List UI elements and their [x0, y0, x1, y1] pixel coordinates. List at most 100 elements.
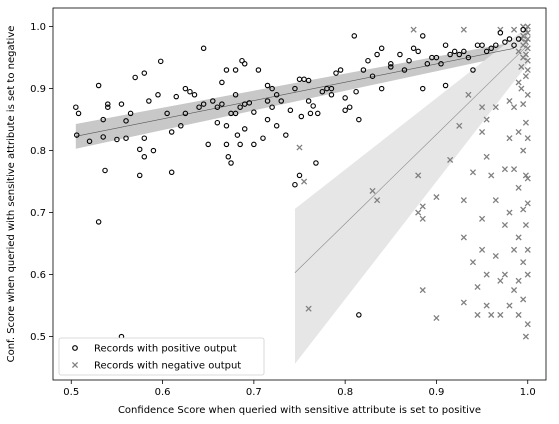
positive-point: [127, 110, 134, 117]
positive-point: [520, 26, 526, 33]
legend: Records with positive output Records wit…: [58, 337, 265, 376]
negative-point: [522, 39, 529, 46]
negative-point: [522, 73, 529, 80]
positive-point: [465, 54, 472, 61]
confidence-band-2: [294, 26, 528, 364]
positive-point: [150, 147, 157, 154]
positive-point: [287, 107, 294, 114]
positive-point: [239, 57, 245, 64]
positive-point: [360, 67, 367, 73]
positive-point: [187, 88, 193, 95]
positive-point: [342, 95, 348, 101]
y-tick-label: 1.0: [30, 22, 46, 33]
positive-point: [351, 33, 358, 39]
negative-point: [456, 122, 463, 129]
positive-point: [333, 70, 339, 76]
negative-point: [410, 26, 417, 33]
negative-point: [492, 252, 499, 260]
positive-point: [356, 312, 362, 318]
positive-point: [168, 129, 175, 135]
negative-point: [524, 29, 531, 36]
positive-point: [123, 135, 129, 141]
negative-point: [501, 221, 508, 229]
positive-point: [328, 92, 335, 98]
positive-point: [292, 181, 298, 188]
positive-point: [75, 110, 82, 117]
negative-point: [506, 135, 513, 142]
negative-point: [460, 26, 467, 33]
positive-point: [182, 110, 189, 117]
negative-point: [296, 144, 303, 151]
positive-point: [264, 116, 271, 123]
positive-point: [251, 141, 257, 148]
negative-point: [520, 32, 527, 39]
negative-point: [415, 209, 422, 216]
positive-point: [232, 92, 239, 98]
negative-point: [515, 48, 522, 55]
positive-point: [102, 167, 108, 174]
positive-point: [296, 76, 303, 83]
positive-point: [456, 51, 463, 58]
negative-point: [474, 311, 481, 318]
negative-point: [460, 197, 467, 204]
negative-point: [497, 277, 504, 284]
positive-point: [488, 45, 494, 52]
negative-point: [305, 305, 312, 312]
positive-point: [232, 67, 239, 73]
positive-point: [442, 82, 449, 89]
positive-point: [461, 48, 467, 55]
positive-point: [269, 104, 275, 110]
negative-point: [506, 97, 513, 105]
negative-point: [524, 35, 531, 43]
y-tick-label: 0.8: [30, 146, 46, 157]
positive-point: [182, 85, 189, 92]
positive-point: [356, 116, 362, 123]
legend-box: [58, 337, 265, 376]
positive-point: [219, 79, 225, 86]
positive-point: [136, 172, 143, 179]
negative-point: [415, 172, 422, 179]
positive-point: [132, 74, 138, 81]
negative-point: [419, 215, 426, 222]
positive-point: [273, 123, 280, 129]
positive-point: [196, 104, 202, 110]
negative-point: [524, 175, 531, 182]
positive-point: [141, 135, 148, 141]
negative-point: [522, 333, 529, 340]
positive-point: [337, 67, 344, 73]
positive-point: [223, 141, 230, 148]
positive-point: [307, 110, 314, 117]
negative-point: [483, 153, 490, 160]
negative-point: [524, 321, 531, 328]
negative-point: [522, 172, 529, 179]
positive-point: [246, 100, 253, 106]
negative-point: [510, 246, 518, 253]
x-tick-label: 1.0: [520, 387, 536, 398]
plot-frame: [52, 7, 547, 381]
negative-point: [522, 221, 529, 229]
positive-point: [283, 132, 289, 138]
positive-point: [260, 135, 266, 141]
positive-point: [273, 92, 280, 98]
negative-point: [369, 187, 376, 194]
positive-point: [264, 98, 271, 104]
positive-point: [219, 101, 225, 107]
positive-point: [342, 107, 348, 114]
y-tick-label: 0.5: [30, 332, 46, 343]
regression-line-2: [294, 44, 528, 273]
negative-point: [524, 66, 531, 74]
positive-point: [305, 77, 312, 84]
legend-marker-negative: [71, 361, 79, 369]
positive-point: [483, 48, 490, 55]
negative-point: [515, 277, 522, 284]
positive-point: [410, 45, 417, 52]
legend-marker-positive: [72, 345, 78, 351]
positive-point: [100, 116, 106, 123]
positive-point: [141, 154, 148, 160]
positive-point: [114, 136, 120, 143]
positive-point: [73, 104, 79, 110]
positive-point: [234, 132, 241, 138]
negative-point: [447, 156, 454, 163]
negative-point: [374, 197, 381, 204]
x-axis-label: Confidence Score when queried with sensi…: [118, 405, 481, 416]
